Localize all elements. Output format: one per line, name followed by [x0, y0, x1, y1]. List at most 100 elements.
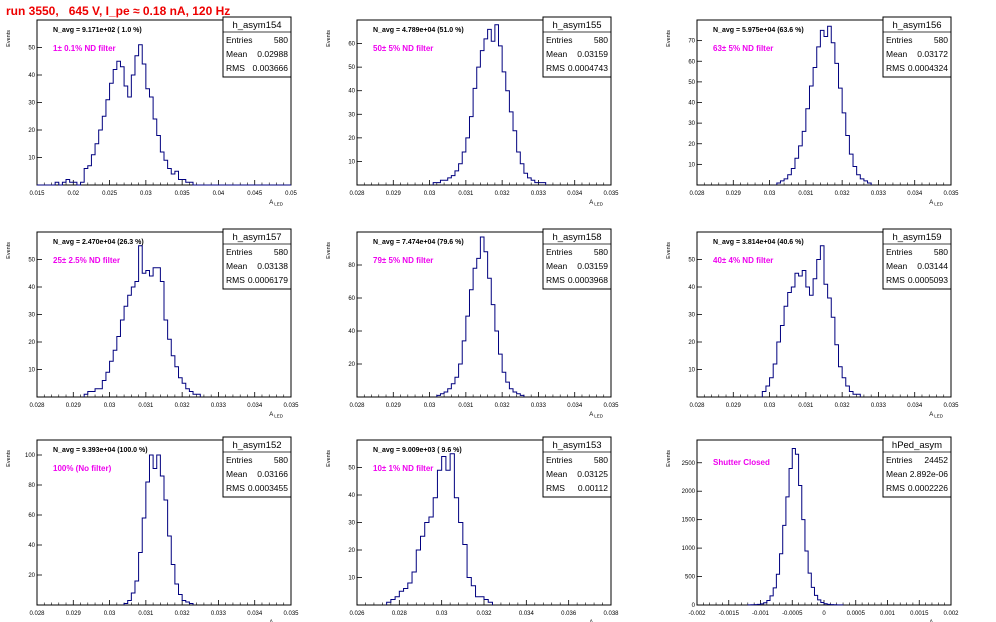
- stats-value: 580: [594, 247, 608, 257]
- x-tick-label: 0.033: [211, 403, 227, 409]
- y-tick-label: 20: [688, 340, 695, 346]
- y-tick-label: 60: [28, 513, 35, 519]
- y-tick-label: 40: [28, 543, 35, 549]
- x-tick-label: -0.002: [688, 611, 706, 617]
- x-tick-label: 0.034: [907, 403, 923, 409]
- y-tick-label: 70: [688, 39, 695, 45]
- y-tick-label: 40: [28, 285, 35, 291]
- y-axis-label: Events: [666, 30, 672, 47]
- n-avg-label: N_avg = 9.171e+02 ( 1.0 %): [53, 27, 142, 34]
- stats-key: RMS: [886, 275, 905, 285]
- filter-label: Shutter Closed: [713, 458, 770, 467]
- n-avg-label: N_avg = 7.474e+04 (79.6 %): [373, 239, 464, 246]
- y-tick-label: 20: [348, 362, 355, 368]
- y-tick-label: 20: [348, 548, 355, 554]
- x-tick-label: 0.035: [283, 403, 299, 409]
- x-tick-label: -0.0015: [719, 611, 740, 617]
- stats-value: 0.0003968: [568, 275, 608, 285]
- stats-key: Entries: [226, 455, 252, 465]
- stats-box: [542, 16, 612, 78]
- y-tick-label: 10: [28, 368, 35, 374]
- x-tick-label: 0.031: [458, 403, 474, 409]
- y-tick-label: 60: [348, 296, 355, 302]
- x-tick-label: 0.035: [175, 191, 191, 197]
- n-avg-label: N_avg = 4.789e+04 (51.0 %): [373, 27, 464, 34]
- y-axis-label: Events: [326, 242, 332, 259]
- y-axis-label: Events: [6, 450, 12, 467]
- stats-title: h_asym152: [232, 440, 281, 451]
- x-tick-label: 0.035: [943, 403, 959, 409]
- histogram-series: [37, 44, 291, 186]
- stats-value: 580: [594, 35, 608, 45]
- n-avg-label: N_avg = 5.975e+04 (63.6 %): [713, 27, 804, 34]
- y-axis-label: Events: [666, 242, 672, 259]
- y-axis-label: Events: [666, 450, 672, 467]
- y-tick-label: 30: [28, 313, 35, 319]
- plot-frame: [356, 19, 612, 186]
- stats-key: Mean: [546, 469, 568, 479]
- y-tick-label: 20: [348, 136, 355, 142]
- n-avg-label: N_avg = 2.470e+04 (26.3 %): [53, 239, 144, 246]
- y-tick-label: 20: [28, 340, 35, 346]
- stats-value: 2.892e-06: [910, 469, 949, 479]
- stats-key: RMS: [886, 63, 905, 73]
- histogram-series: [747, 448, 844, 606]
- stats-key: Mean: [886, 261, 908, 271]
- x-tick-label: 0.031: [798, 191, 814, 197]
- filter-label: 50± 5% ND filter: [373, 44, 433, 53]
- y-tick-label: 30: [348, 112, 355, 118]
- stats-key: Mean: [886, 49, 908, 59]
- histogram-series: [776, 25, 872, 185]
- stats-value: 0.0002226: [908, 483, 948, 493]
- filter-label: 1± 0.1% ND filter: [53, 44, 116, 53]
- x-tick-label: 0.032: [495, 191, 511, 197]
- y-tick-label: 30: [688, 121, 695, 127]
- x-tick-label: 0.032: [495, 403, 511, 409]
- stats-box: [542, 228, 612, 290]
- x-tick-label: 0.032: [835, 403, 851, 409]
- x-tick-label: 0.03: [424, 191, 436, 197]
- histogram-panel: 0.028 0.029 0.03 0.031 0.032 0.033 0.034 0.035 1…: [326, 16, 619, 207]
- x-tick-label: 0.032: [175, 403, 191, 409]
- stats-box: [542, 436, 612, 498]
- x-tick-label: 0.002: [943, 611, 959, 617]
- n-avg-label: N_avg = 9.009e+03 ( 9.6 %): [373, 447, 462, 454]
- x-tick-label: 0: [822, 611, 826, 617]
- y-tick-label: 40: [688, 101, 695, 107]
- stats-title: h_asym159: [892, 232, 941, 243]
- stats-key: Entries: [226, 35, 252, 45]
- stats-box: [222, 16, 292, 78]
- x-tick-label: 0.029: [66, 611, 82, 617]
- stats-title: h_asym158: [552, 232, 601, 243]
- filter-label: 100% (No filter): [53, 464, 112, 473]
- y-tick-label: 30: [28, 101, 35, 107]
- y-tick-label: 10: [688, 162, 695, 168]
- n-avg-label: N_avg = 9.393e+04 (100.0 %): [53, 447, 148, 454]
- stats-key: Entries: [226, 247, 252, 257]
- x-tick-label: 0.026: [349, 611, 365, 617]
- x-tick-label: 0.034: [519, 611, 535, 617]
- y-tick-label: 10: [688, 368, 695, 374]
- x-tick-label: 0.04: [213, 191, 225, 197]
- x-tick-label: 0.028: [29, 403, 45, 409]
- stats-box: [882, 436, 952, 498]
- y-tick-label: 50: [348, 65, 355, 71]
- histogram-series: [761, 245, 861, 397]
- histogram-panel: -0.002 -0.0015 -0.001 -0.0005 0 0.0005 0.001 0.…: [666, 436, 959, 622]
- x-tick-label: 0.02: [67, 191, 79, 197]
- stats-value: 0.003666: [253, 63, 289, 73]
- stats-value: 580: [934, 35, 948, 45]
- x-tick-label: 0.031: [798, 403, 814, 409]
- x-tick-label: 0.034: [567, 191, 583, 197]
- x-tick-label: 0.034: [907, 191, 923, 197]
- y-tick-label: 1500: [682, 518, 696, 524]
- stats-box: [222, 436, 292, 498]
- stats-box: [882, 228, 952, 290]
- x-tick-label: 0.031: [138, 403, 154, 409]
- x-tick-label: 0.034: [247, 403, 263, 409]
- stats-key: RMS: [226, 63, 245, 73]
- stats-value: 24452: [924, 455, 948, 465]
- x-tick-label: 0.0005: [847, 611, 866, 617]
- y-tick-label: 0: [692, 603, 696, 609]
- stats-key: RMS: [546, 483, 565, 493]
